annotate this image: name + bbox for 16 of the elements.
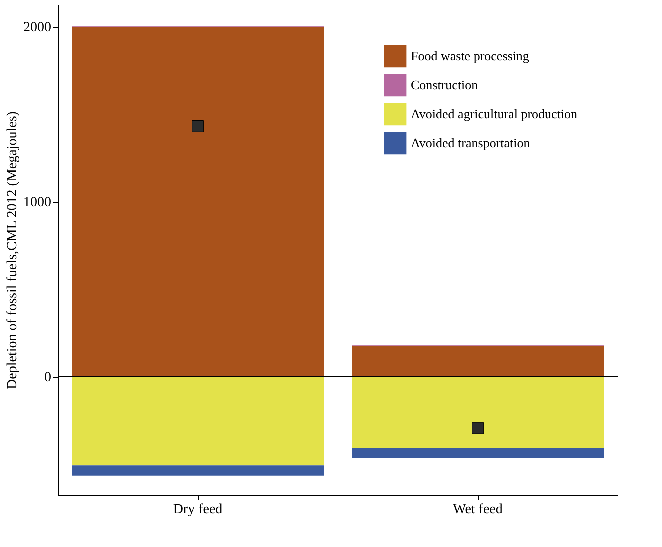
legend-label: Avoided transportation [411,136,531,150]
bar [72,376,324,466]
bar [352,346,604,377]
bar [352,376,604,448]
bar [72,466,324,476]
y-tick-label: 0 [44,370,52,386]
bar [352,448,604,458]
x-tick-label: Wet feed [453,502,503,518]
y-axis-title: Depletion of fossil fuels,CML 2012 (Megajoules) [6,111,20,390]
legend-label: Food waste processing [411,48,530,64]
y-tick-label: 2000 [24,20,52,36]
legend-label: Avoided agricultural production [411,106,578,122]
legend-label: Construction [411,78,479,92]
y-tick-label: 1000 [24,195,52,210]
x-tick-label: Dry feed [173,502,223,518]
bar [72,26,324,377]
